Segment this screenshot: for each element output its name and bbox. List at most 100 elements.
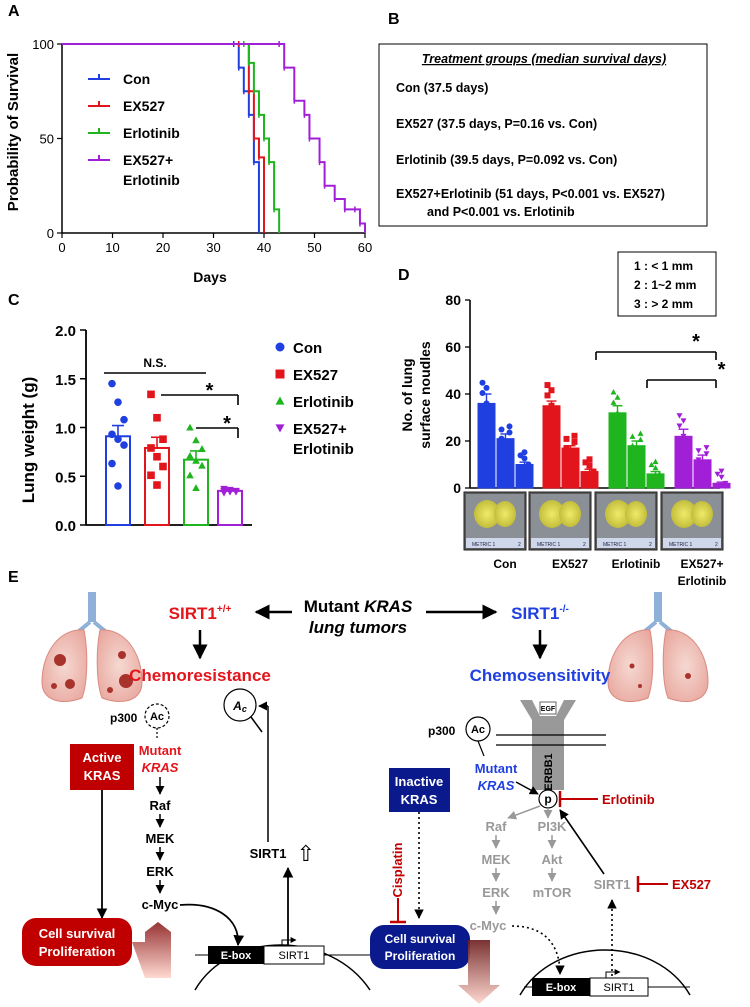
right-proliferation: Proliferation xyxy=(385,949,456,963)
nodule-point xyxy=(548,387,555,394)
x-tick-label: 50 xyxy=(307,240,321,255)
data-point xyxy=(153,481,161,489)
right-sirt1: SIRT1 xyxy=(594,877,631,892)
nodule-point xyxy=(680,418,687,424)
ruler xyxy=(466,538,524,548)
group-label: EX527+ xyxy=(680,557,723,571)
data-point xyxy=(159,462,167,471)
legend-label: Erlotinib xyxy=(123,125,180,141)
nodule-point xyxy=(544,392,551,399)
left-cell-survival: Cell survival xyxy=(39,926,116,941)
left-sirt1-up: SIRT1 xyxy=(250,846,287,861)
nodule-point xyxy=(637,430,644,436)
data-point xyxy=(108,430,116,439)
data-point xyxy=(192,484,200,491)
nodule-point xyxy=(684,444,691,450)
nodule-point xyxy=(571,438,578,445)
left-mutant: Mutant xyxy=(139,743,182,758)
left-lung-icon xyxy=(41,592,143,702)
y-tick-label: 20 xyxy=(445,433,461,449)
erbb1-label: ERBB1 xyxy=(543,753,555,790)
nodule-point xyxy=(548,402,555,409)
data-point xyxy=(186,423,194,431)
cisplatin-inhibitor: Cisplatin xyxy=(390,842,405,897)
ruler xyxy=(597,538,655,548)
left-mek: MEK xyxy=(146,831,176,846)
nodule-point xyxy=(506,423,513,430)
nodule-point xyxy=(722,483,729,490)
size-legend-2: 2 : 1~2 mm xyxy=(634,278,696,292)
nodule-bar xyxy=(674,435,693,489)
nodule-point xyxy=(487,410,494,417)
nodule-point xyxy=(614,409,621,416)
bar-0 xyxy=(105,435,131,526)
data-point xyxy=(120,441,128,449)
right-ac: Ac xyxy=(471,724,485,736)
erbb1-receptor: EGF ERBB1 p xyxy=(496,700,606,809)
ruler-text: METRIC 1 xyxy=(472,542,496,548)
nodule-point xyxy=(648,461,655,468)
nodule-chart: No. of lung surface noudles 0 20 40 60 80 Con… xyxy=(399,251,731,588)
data-point xyxy=(186,451,194,459)
phospho-label: p xyxy=(544,792,551,806)
nodule-point xyxy=(563,445,570,452)
nodule-point xyxy=(680,433,687,440)
lung-tissue xyxy=(691,501,713,527)
nodule-point xyxy=(582,459,589,466)
nodule-point xyxy=(718,468,725,475)
lung-tissue xyxy=(474,500,500,528)
lung-tissue xyxy=(671,500,697,528)
y-tick-label: 80 xyxy=(445,292,461,308)
y-tick-label: 50 xyxy=(40,132,54,147)
left-ebox: E-box xyxy=(221,950,252,962)
x-tick-label: 10 xyxy=(105,240,119,255)
data-point xyxy=(147,390,155,399)
lung-tissue xyxy=(539,500,565,528)
nodule-point xyxy=(676,423,683,429)
nodule-point xyxy=(629,433,636,439)
nodule-point xyxy=(582,474,589,481)
lung-weight-plot: 0.0 0.5 1.0 1.5 2.0 N.S. * * xyxy=(55,323,252,535)
nodule-point xyxy=(656,470,663,477)
nodule-point xyxy=(652,458,659,465)
nodule-point xyxy=(618,425,625,431)
nodule-point xyxy=(714,483,721,490)
nodule-point xyxy=(629,442,636,449)
nodule-point xyxy=(483,384,490,391)
nodule-point xyxy=(544,423,551,430)
nodule-bar xyxy=(477,402,496,489)
lung-weight-legend: Con EX527 Erlotinib EX527+ Erlotinib xyxy=(275,340,354,458)
nodule-point xyxy=(506,429,513,436)
legend-marker xyxy=(275,424,285,433)
lung-weight-chart: Lung weight (g) 0.0 0.5 1.0 1.5 2.0 N.S. * * Co… xyxy=(19,323,354,535)
nodule-point xyxy=(633,448,640,455)
active-kras-label-2: KRAS xyxy=(84,768,121,783)
left-outcome: Chemoresistance xyxy=(129,666,271,685)
right-akt: Akt xyxy=(542,852,564,867)
right-mtor: mTOR xyxy=(533,885,572,900)
ruler-num: 2 xyxy=(649,542,652,548)
nodule-point xyxy=(571,432,578,439)
y-tick-label: 0 xyxy=(47,226,54,241)
nodule-ylabel-1: No. of lung xyxy=(399,358,415,431)
right-lung-icon xyxy=(607,592,709,702)
nodule-point xyxy=(498,435,505,442)
nodule-point xyxy=(563,435,570,442)
data-point xyxy=(198,445,206,452)
ruler-text: METRIC 1 xyxy=(537,542,561,548)
nodule-point xyxy=(629,454,636,461)
legend-label: EX527 xyxy=(293,367,338,384)
nodule-point xyxy=(614,394,621,400)
size-legend-3: 3 : > 2 mm xyxy=(634,297,693,311)
nodule-point xyxy=(582,477,589,484)
inactive-kras-label-2: KRAS xyxy=(401,792,438,807)
data-point xyxy=(186,471,194,479)
y-tick-label: 1.5 xyxy=(55,372,76,389)
egf-label: EGF xyxy=(541,706,556,713)
nodule-point xyxy=(498,447,505,454)
center-title-2: lung tumors xyxy=(309,618,407,637)
y-tick-label: 60 xyxy=(445,339,461,355)
data-point xyxy=(226,488,234,496)
nodule-point xyxy=(610,399,617,405)
treatment-line-2: EX527 (37.5 days, P=0.16 vs. Con) xyxy=(396,117,597,131)
